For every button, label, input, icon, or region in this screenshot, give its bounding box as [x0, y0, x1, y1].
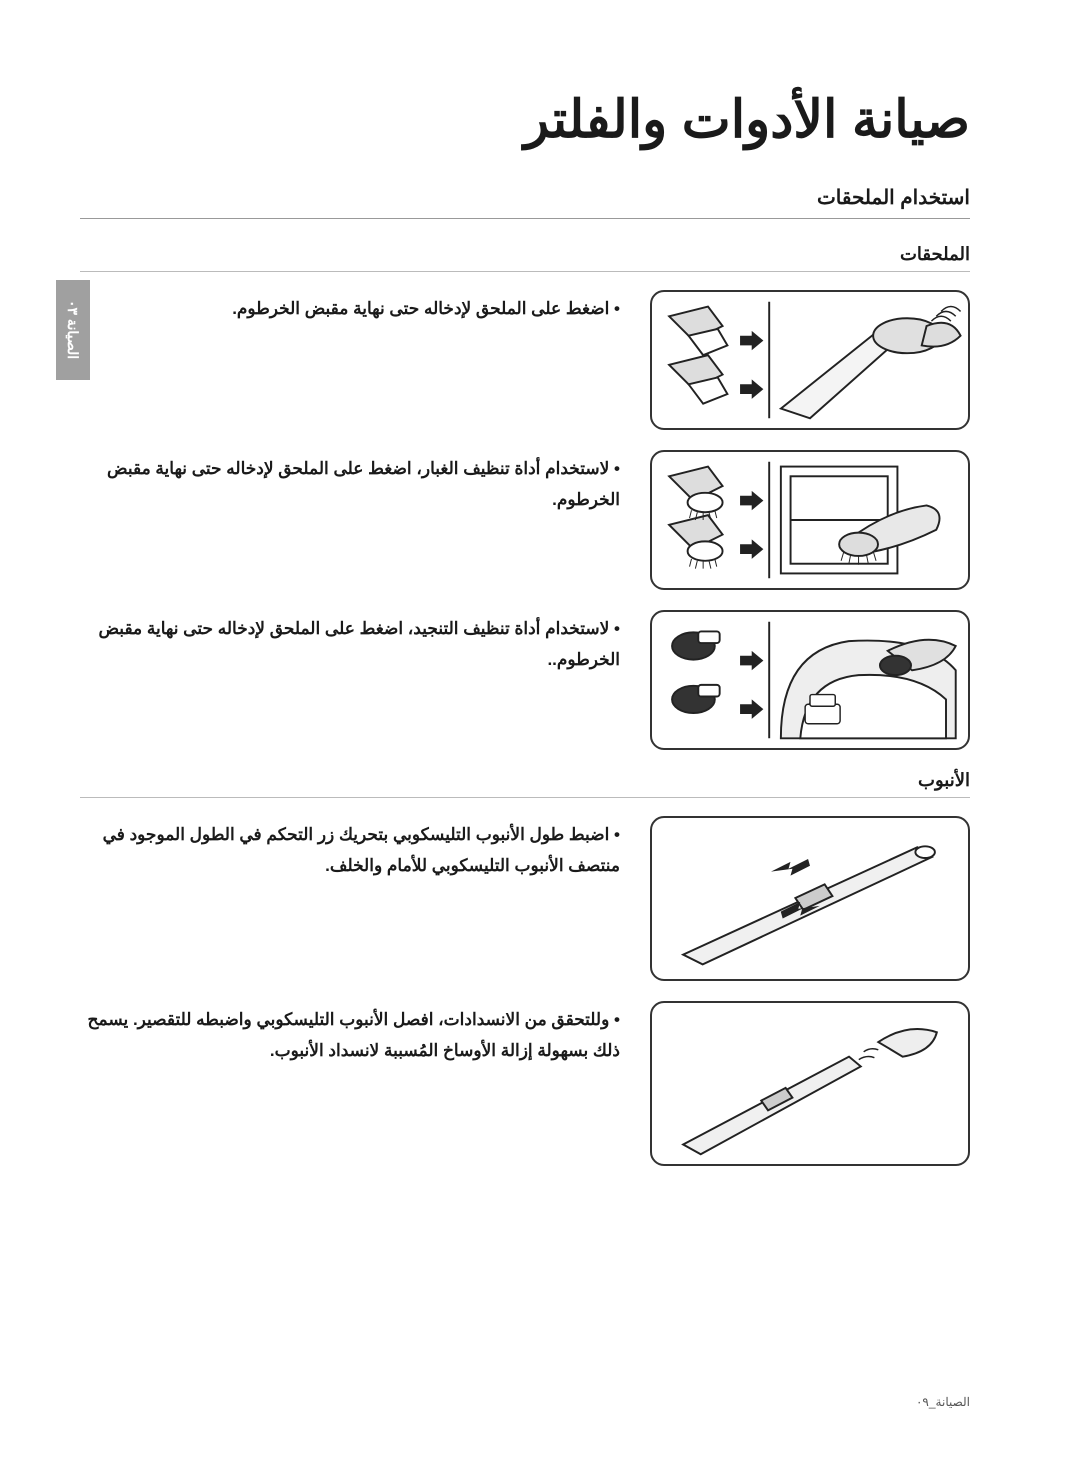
pipe-2-text: • وللتحقق من الانسدادات، افصل الأنبوب ال…	[80, 1001, 620, 1074]
accessory-2-illustration	[650, 450, 970, 590]
page-title: صيانة الأدوات والفلتر	[80, 90, 970, 150]
accessory-1-illustration	[650, 290, 970, 430]
pipe-1-text: • اضبط طول الأنبوب التليسكوبي بتحريك زر …	[80, 816, 620, 889]
subheading-pipe: الأنبوب	[80, 770, 970, 798]
section-heading-accessories: استخدام الملحقات	[80, 185, 970, 219]
pipe-1-illustration	[650, 816, 970, 981]
accessory-row-2: • لاستخدام أداة تنظيف الغبار، اضغط على ا…	[80, 450, 970, 590]
page-footer: الصيانة_٠٩	[916, 1395, 970, 1409]
accessory-1-text: • اضغط على الملحق لإدخاله حتى نهاية مقبض…	[80, 290, 620, 333]
page: صيانة الأدوات والفلتر استخدام الملحقات ا…	[0, 0, 1080, 1469]
accessory-row-1: • اضغط على الملحق لإدخاله حتى نهاية مقبض…	[80, 290, 970, 430]
accessory-row-3: • لاستخدام أداة تنظيف التنجيد، اضغط على …	[80, 610, 970, 750]
pipe-row-1: • اضبط طول الأنبوب التليسكوبي بتحريك زر …	[80, 816, 970, 981]
pipe-2-illustration	[650, 1001, 970, 1166]
accessory-3-illustration	[650, 610, 970, 750]
accessory-2-text: • لاستخدام أداة تنظيف الغبار، اضغط على ا…	[80, 450, 620, 523]
subheading-accessories: الملحقات	[80, 244, 970, 272]
accessory-3-text: • لاستخدام أداة تنظيف التنجيد، اضغط على …	[80, 610, 620, 683]
pipe-row-2: • وللتحقق من الانسدادات، افصل الأنبوب ال…	[80, 1001, 970, 1166]
